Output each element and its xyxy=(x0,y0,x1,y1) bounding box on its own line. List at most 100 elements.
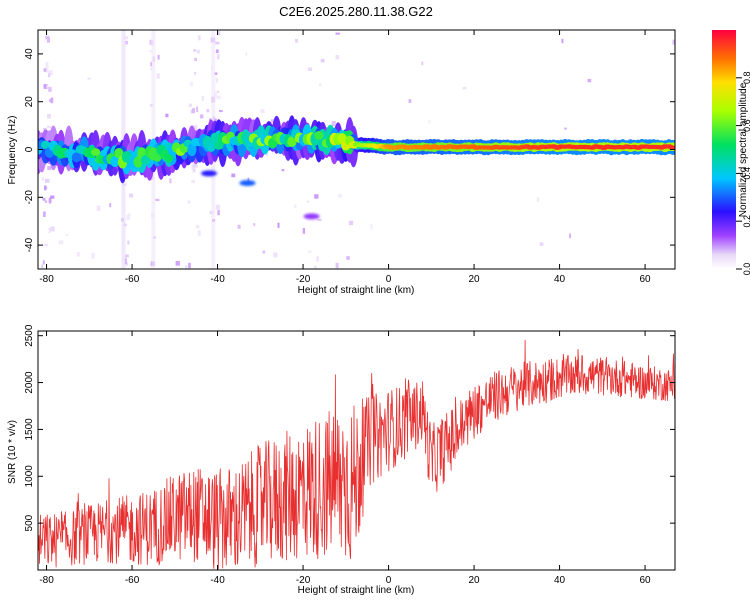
heatmap-speckle xyxy=(193,49,196,52)
heatmap-speckle xyxy=(44,185,47,191)
heatmap-speckle xyxy=(124,258,127,265)
heatmap-speckle xyxy=(672,39,675,45)
heatmap-speckle xyxy=(124,36,128,40)
heatmap-x-tick-label: 60 xyxy=(640,274,652,285)
heatmap-speckle xyxy=(260,109,265,113)
heatmap-speckle xyxy=(215,49,219,54)
heatmap-ridge-cell xyxy=(141,155,151,165)
heatmap-speckle xyxy=(266,153,268,157)
heatmap-speckle xyxy=(50,195,55,199)
colorbar-tick-label: 0.2 xyxy=(742,215,750,228)
colorbar-tick-label: 0.6 xyxy=(742,119,750,132)
heatmap-speckle xyxy=(42,260,45,265)
heatmap-speckle xyxy=(48,87,52,92)
heatmap-speckle xyxy=(215,204,220,210)
heatmap-speckle xyxy=(270,119,274,123)
heatmap-speckle xyxy=(150,67,152,71)
heatmap-speckle xyxy=(45,85,50,88)
colorbar: 0.0 0.2 0.4 0.6 0.8 Normalized spectral ampl… xyxy=(712,30,750,275)
heatmap-speckle xyxy=(41,264,43,268)
heatmap-speckle xyxy=(48,227,51,234)
heatmap-speckle xyxy=(253,223,256,226)
heatmap-speckle xyxy=(198,35,201,41)
heatmap-speckle xyxy=(201,96,204,101)
heatmap-ridge-cell xyxy=(41,140,51,150)
heatmap-speckle xyxy=(335,262,339,269)
heatmap-speckle xyxy=(193,124,198,131)
heatmap-y-label: Frequency (Hz) xyxy=(7,116,18,185)
heatmap-speckle xyxy=(76,251,80,257)
heatmap-speckle xyxy=(45,35,50,40)
heatmap-speckle xyxy=(194,71,197,75)
heatmap-speckle xyxy=(262,250,266,254)
heatmap-speckle xyxy=(165,113,169,118)
snr-x-tick-label: 40 xyxy=(554,575,566,586)
heatmap-speckle xyxy=(196,49,200,54)
heatmap-x-tick-label: -80 xyxy=(39,274,54,285)
heatmap-speckle xyxy=(314,265,317,269)
heatmap-ridge-cell xyxy=(110,156,120,167)
heatmap-speckle xyxy=(43,127,47,131)
snr-x-ticks: -80 -60 -40 -20 0 20 40 60 xyxy=(39,331,651,586)
heatmap-speckle xyxy=(189,81,194,87)
colorbar-tick-label: 0.0 xyxy=(742,263,750,276)
heatmap-speckle xyxy=(43,211,46,217)
heatmap-speckle xyxy=(245,52,248,56)
heatmap-speckle xyxy=(96,205,101,211)
heatmap-speckle xyxy=(346,256,350,260)
heatmap-speckle xyxy=(314,194,319,199)
heatmap-speckle xyxy=(302,228,306,234)
heatmap-speckle xyxy=(199,114,204,119)
snr-y-ticks: 500 1000 1500 2000 2500 xyxy=(24,324,675,531)
heatmap-ridge-cell xyxy=(668,145,675,150)
heatmap-speckle xyxy=(48,70,53,76)
heatmap-speckle xyxy=(149,50,152,53)
spectrogram-panel: -80 -60 -40 -20 0 20 40 60 -40 -20 0 20 40 Height o… xyxy=(7,29,676,296)
colorbar-label: Normalized spectral amplitude xyxy=(738,82,749,217)
heatmap-x-tick-label: -60 xyxy=(125,274,140,285)
snr-y-tick-label: 2500 xyxy=(24,324,35,347)
heatmap-speckle xyxy=(125,262,129,266)
heatmap-speckle xyxy=(58,240,64,245)
heatmap-speckle xyxy=(213,91,218,97)
heatmap-speckle xyxy=(43,68,47,72)
heatmap-speckle xyxy=(217,54,220,60)
heatmap-ridge-cell xyxy=(287,136,297,147)
heatmap-speckle xyxy=(47,113,51,119)
heatmap-marks xyxy=(38,30,675,269)
snr-y-tick-label: 1000 xyxy=(24,465,35,488)
heatmap-speckle xyxy=(335,32,340,35)
heatmap-speckle xyxy=(127,213,131,217)
heatmap-speckle xyxy=(65,234,69,237)
heatmap-speckle xyxy=(306,200,309,203)
heatmap-speckle xyxy=(197,230,201,236)
heatmap-x-label: Height of straight line (km) xyxy=(298,285,415,296)
heatmap-speckle xyxy=(536,197,540,202)
heatmap-speckle xyxy=(338,194,343,198)
snr-y-tick-label: 2000 xyxy=(24,371,35,394)
heatmap-speckle xyxy=(217,90,219,93)
colorbar-gradient xyxy=(712,30,736,269)
heatmap-speckle xyxy=(564,127,567,130)
heatmap-speckle xyxy=(193,163,198,168)
heatmap-speckle xyxy=(45,178,50,183)
heatmap-speckle xyxy=(331,121,336,127)
snr-x-tick-label: -40 xyxy=(210,575,225,586)
heatmap-speckle xyxy=(42,197,46,201)
heatmap-speckle xyxy=(428,119,431,124)
heatmap-speckle xyxy=(109,203,112,208)
heatmap-speckle xyxy=(129,193,133,198)
heatmap-speckle xyxy=(46,125,52,129)
heatmap-speckle xyxy=(218,31,221,36)
heatmap-speckle xyxy=(206,109,210,113)
heatmap-y-tick-label: -40 xyxy=(24,237,35,252)
heatmap-speckle xyxy=(43,84,48,89)
snr-frame xyxy=(37,330,676,571)
heatmap-speckle xyxy=(191,180,195,183)
snr-y-tick-label: 1500 xyxy=(24,418,35,441)
heatmap-speckle xyxy=(187,200,191,204)
heatmap-speckle xyxy=(188,103,192,108)
snr-x-tick-label: -80 xyxy=(39,575,54,586)
figure-title: C2E6.2025.280.11.38.G22 xyxy=(279,4,433,19)
heatmap-x-tick-label: 0 xyxy=(386,274,392,285)
